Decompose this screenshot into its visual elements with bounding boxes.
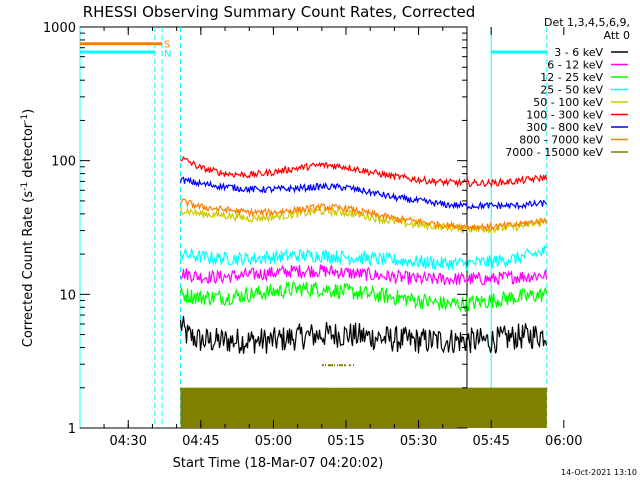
series-300-800-kev: [179, 176, 547, 211]
footer-date: 14-Oct-2021 13:10: [561, 468, 637, 477]
series-800-7000-kev: [80, 42, 548, 233]
legend-label-25-50-kev: 25 - 50 keV: [540, 84, 603, 97]
x-tick-label-06-00: 06:00: [545, 434, 582, 449]
legend-label-3-6-kev: 3 - 6 keV: [554, 46, 603, 59]
series-7000-15000-kev-band: [180, 387, 547, 428]
series-100-300-kev: [180, 155, 548, 188]
series-800-7000-kev-line: [180, 198, 548, 233]
plot-content: SN: [79, 27, 548, 428]
y-axis-label-end: ): [21, 109, 36, 114]
y-tick-label-10: 10: [59, 288, 76, 303]
legend-label-300-800-kev: 300 - 800 keV: [526, 121, 603, 134]
legend-label-12-25-kev: 12 - 25 keV: [540, 71, 603, 84]
y-axis-label-sup2: -1: [20, 114, 30, 123]
axes: 04:30 04:45 05:00 05:15 05:30 05:45 06:00 1 10 10…: [43, 21, 583, 449]
y-tick-label-1: 1: [68, 422, 76, 437]
x-axis-label: Start Time (18-Mar-07 04:20:02): [173, 456, 384, 471]
series-3-6-kev: [179, 315, 548, 354]
plot-frame: [79, 26, 468, 429]
series-300-800-kev-line: [179, 176, 547, 211]
series-6-12-kev-line: [180, 264, 548, 286]
x-tick-label-04-30: 04:30: [110, 434, 147, 449]
y-axis-label: Corrected Count Rate (s-1 detector-1): [20, 109, 36, 347]
legend-label-100-300-kev: 100 - 300 keV: [526, 109, 603, 122]
legend-label-6-12-kev: 6 - 12 keV: [547, 59, 603, 72]
x-tick-label-05-15: 05:15: [327, 434, 364, 449]
series-6-12-kev: [180, 264, 548, 286]
y-axis-label-mid: detector: [21, 122, 36, 182]
x-tick-label-04-45: 04:45: [182, 434, 219, 449]
y-tick-label-1000: 1000: [43, 21, 76, 36]
legend-label-800-7000-kev: 800 - 7000 keV: [519, 134, 603, 147]
chart-title: RHESSI Observing Summary Count Rates, Co…: [83, 3, 476, 21]
x-tick-label-05-00: 05:00: [255, 434, 292, 449]
series-12-25-kev-line: [179, 280, 548, 313]
series-12-25-kev: [179, 280, 548, 313]
y-axis-label-sup1: -1: [20, 182, 30, 191]
flag-label-1: N: [164, 49, 171, 60]
plot-border: [79, 26, 468, 429]
series-3-6-kev-line: [179, 315, 548, 354]
y-tick-label-100: 100: [51, 155, 76, 170]
legend-label-7000-15000-kev: 7000 - 15000 keV: [505, 146, 603, 159]
series-25-50-kev-line: [179, 245, 547, 272]
y-axis-label-main: Corrected Count Rate (s: [21, 191, 36, 348]
x-tick-label-05-30: 05:30: [400, 434, 437, 449]
legend-header-line-1: Det 1,3,4,5,6,9,: [544, 16, 630, 29]
series-7000-15000-kev: [180, 364, 548, 428]
series-25-50-kev: [80, 50, 547, 272]
flag-label-0: S: [164, 40, 170, 51]
legend-header-line-2: Att 0: [604, 29, 630, 42]
legend-label-50-100-kev: 50 - 100 keV: [533, 96, 603, 109]
x-tick-label-05-45: 05:45: [472, 434, 509, 449]
series-100-300-kev-line: [180, 155, 548, 188]
